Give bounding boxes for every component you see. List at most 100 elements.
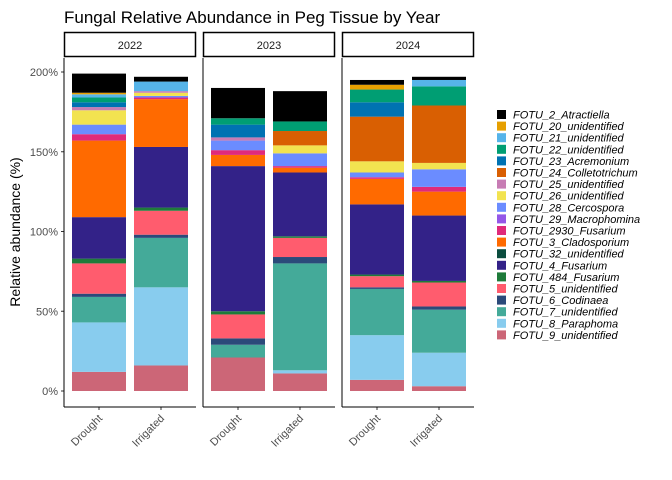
bar-segment — [273, 263, 327, 371]
legend-label: FOTU_9_unidentified — [513, 330, 618, 342]
bar-segment — [273, 167, 327, 173]
bar-segment — [72, 134, 126, 141]
bar-segment — [211, 314, 265, 339]
bar-segment — [72, 107, 126, 111]
bar-segment — [72, 296, 126, 323]
bar-segment — [72, 140, 126, 218]
facet-panel-2024: 2024 Drought Irrigated — [341, 31, 475, 450]
legend-item: FOTU_28_Cercospora — [497, 202, 624, 214]
bar-segment — [350, 161, 404, 173]
legend-key — [497, 168, 506, 177]
bar-segment — [134, 95, 188, 98]
bar-segment — [273, 145, 327, 154]
bar-segment — [134, 234, 188, 238]
y-tick-label: 200% — [30, 67, 58, 79]
legend-label: FOTU_22_unidentified — [513, 144, 625, 156]
legend-label: FOTU_26_unidentified — [513, 191, 625, 203]
chart-title: Fungal Relative Abundance in Peg Tissue … — [64, 8, 440, 27]
legend-key — [497, 156, 506, 166]
bar-segment — [350, 79, 404, 85]
bar-segment — [134, 207, 188, 211]
bar-segment — [412, 186, 466, 192]
bar-segment — [211, 166, 265, 312]
bar-segment — [273, 121, 327, 132]
bar-segment — [211, 344, 265, 358]
y-tick-label: 0% — [42, 386, 58, 398]
bar-segment — [211, 150, 265, 155]
bar-segment — [350, 178, 404, 205]
bar-segment — [72, 97, 126, 103]
bar-segment — [350, 102, 404, 117]
legend-key — [497, 249, 506, 259]
bar-segment — [350, 276, 404, 288]
bar-segment — [412, 280, 466, 283]
bar-segment — [72, 124, 126, 135]
legend-label: FOTU_25_unidentified — [513, 179, 625, 191]
bar-segment — [72, 322, 126, 372]
facet-strip-label: 2022 — [118, 40, 142, 52]
bar-segment — [350, 288, 404, 336]
bar-segment — [273, 153, 327, 167]
bar-segment — [72, 110, 126, 125]
bar-segment — [134, 76, 188, 82]
legend-item: FOTU_9_unidentified — [497, 330, 618, 342]
bar-segment — [134, 365, 188, 391]
bar-segment — [134, 97, 188, 100]
bar-segment — [412, 282, 466, 307]
y-tick-label: 100% — [30, 227, 58, 239]
legend-label: FOTU_8_Paraphoma — [513, 318, 618, 330]
facet-strip-label: 2023 — [257, 40, 281, 52]
bar-segment — [350, 84, 404, 90]
legend-item: FOTU_32_unidentified — [497, 249, 625, 261]
legend-label: FOTU_21_unidentified — [513, 133, 625, 145]
bar-segment — [273, 236, 327, 238]
legend-item: FOTU_22_unidentified — [497, 144, 625, 156]
bar-segment — [134, 91, 188, 93]
legend-key — [497, 318, 506, 328]
facet-panel-2023: 2023 Drought Irrigated — [202, 31, 336, 450]
legend-label: FOTU_6_Codinaea — [513, 295, 608, 307]
bar-segment — [273, 166, 327, 168]
legend-label: FOTU_20_unidentified — [513, 121, 625, 133]
bar-segment — [211, 311, 265, 315]
legend-item: FOTU_5_unidentified — [497, 284, 618, 296]
bar-segment — [72, 258, 126, 264]
bar-segment — [211, 154, 265, 167]
legend-key — [497, 226, 506, 235]
bar-segment — [273, 370, 327, 374]
bar-segment — [412, 306, 466, 310]
bar-segment — [211, 140, 265, 151]
bar-segment — [134, 146, 188, 208]
bar-segment — [72, 371, 126, 391]
bar-segment — [412, 191, 466, 216]
legend-key — [497, 133, 506, 143]
legend-key — [497, 179, 506, 189]
legend-item: FOTU_23_Acremonium — [497, 156, 629, 168]
bar-segment — [211, 137, 265, 141]
facet-strip — [202, 31, 336, 58]
bar-segment — [412, 162, 466, 170]
bar-segment — [134, 237, 188, 288]
legend-key — [497, 237, 506, 247]
bar-segment — [211, 338, 265, 345]
legend-key — [497, 295, 506, 305]
bar-segment — [350, 335, 404, 380]
bar-segment — [412, 309, 466, 353]
bar-segment — [134, 210, 188, 235]
legend-item: FOTU_26_unidentified — [497, 191, 625, 203]
legend-key — [497, 330, 506, 340]
legend-key — [497, 110, 506, 119]
facet-panel-2022: 2022 Drought Irrigated — [63, 31, 197, 450]
bar-segment — [412, 386, 466, 391]
legend-label: FOTU_2_Atractiella — [513, 110, 610, 122]
bar-segment — [72, 293, 126, 297]
legend-item: FOTU_4_Fusarium — [497, 260, 607, 272]
bar-segment — [350, 116, 404, 162]
x-tick-label: Irrigated — [269, 413, 306, 450]
bar-segment — [211, 357, 265, 391]
legend-label: FOTU_28_Cercospora — [513, 202, 624, 214]
legend-item: FOTU_25_unidentified — [497, 179, 625, 191]
y-tick-label: 150% — [30, 147, 58, 159]
legend-label: FOTU_3_Cladosporium — [513, 237, 629, 249]
